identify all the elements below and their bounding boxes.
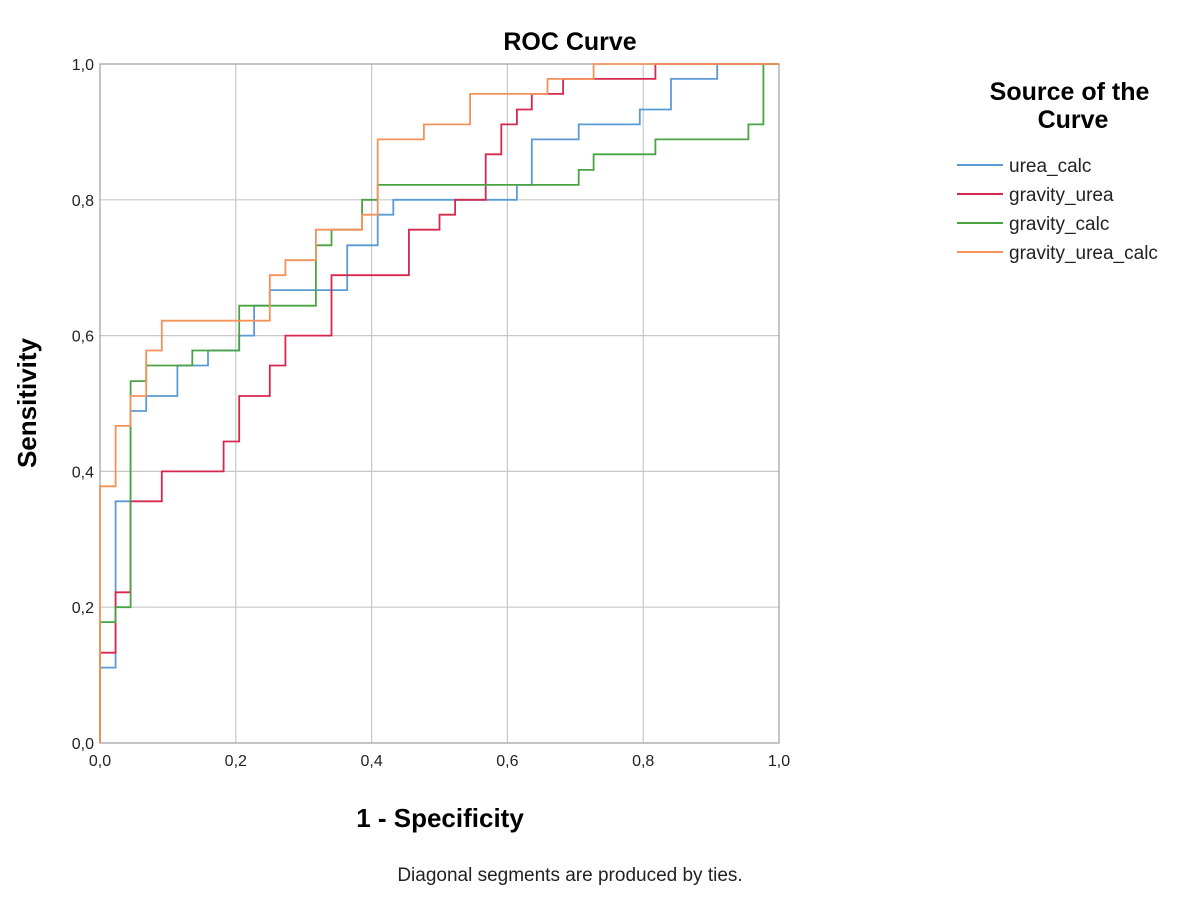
y-tick-label: 1,0 xyxy=(72,57,94,74)
y-tick-label: 0,0 xyxy=(72,736,94,753)
series-line-gravity-urea-calc xyxy=(99,63,779,743)
legend-label: gravity_urea_calc xyxy=(1009,243,1158,264)
x-tick-label: 0,6 xyxy=(496,753,518,770)
footnote: Diagonal segments are produced by ties. xyxy=(397,865,742,886)
y-tick-label: 0,6 xyxy=(72,329,94,346)
series-line-gravity-calc xyxy=(99,63,779,743)
y-axis-label: Sensitivity xyxy=(12,337,42,468)
legend-label: gravity_urea xyxy=(1009,185,1114,206)
legend-title: Source of the Curve xyxy=(990,78,1157,134)
x-tick-label: 0,4 xyxy=(360,753,382,770)
x-tick-label: 0,2 xyxy=(225,753,247,770)
legend: Source of the Curve urea_calc gravity_ure… xyxy=(957,78,1158,264)
y-tick-label: 0,2 xyxy=(72,600,94,617)
x-axis-label: 1 - Specificity xyxy=(356,803,524,833)
gridlines xyxy=(100,64,779,743)
legend-label: gravity_calc xyxy=(1009,214,1109,235)
plot-area-frame xyxy=(99,63,780,744)
x-tick-label: 0,0 xyxy=(89,753,111,770)
y-tick-label: 0,4 xyxy=(72,464,94,481)
series-line-urea-calc xyxy=(99,63,779,743)
y-tick-label: 0,8 xyxy=(72,193,94,210)
series-line-gravity-urea xyxy=(99,63,779,743)
chart-title: ROC Curve xyxy=(503,28,636,56)
legend-title-line-1: Source of the xyxy=(990,78,1150,106)
roc-series xyxy=(99,63,779,743)
x-tick-label: 0,8 xyxy=(632,753,654,770)
x-tick-label: 1,0 xyxy=(768,753,790,770)
legend-title-line-2: Curve xyxy=(1038,106,1109,134)
axis-ticks: 0,0 0,2 0,4 0,6 0,8 1,0 0,0 0,2 0,4 0,6 0,8 1,0 xyxy=(72,57,790,770)
legend-items: urea_calc gravity_urea gravity_calcgravity… xyxy=(957,156,1158,264)
legend-label: urea_calc xyxy=(1009,156,1091,177)
